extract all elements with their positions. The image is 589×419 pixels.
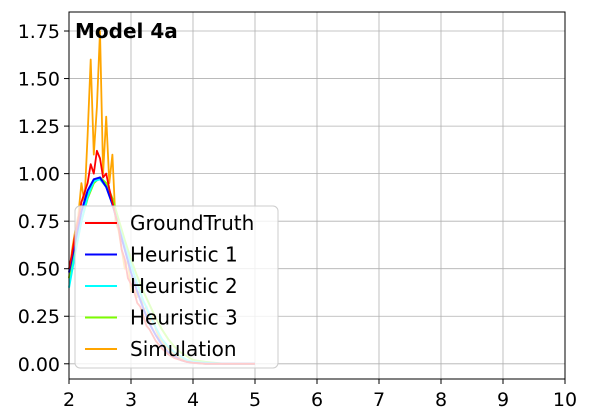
x-tick-label: 3 (125, 389, 137, 411)
y-axis: 0.00 0.25 0.50 0.75 1.00 1.25 1.50 1.75 (18, 21, 69, 376)
x-tick-label: 9 (497, 389, 509, 411)
y-tick-label: 0.50 (18, 259, 60, 281)
x-tick-label: 6 (311, 389, 323, 411)
y-tick-label: 1.25 (18, 116, 60, 138)
y-tick-label: 0.00 (18, 354, 60, 376)
legend-label: Heuristic 3 (130, 306, 238, 330)
legend-label: Simulation (130, 337, 237, 361)
y-tick-label: 1.50 (18, 69, 60, 91)
x-tick-label: 7 (373, 389, 385, 411)
y-tick-label: 1.75 (18, 21, 60, 43)
x-tick-label: 5 (249, 389, 261, 411)
x-tick-label: 4 (187, 389, 199, 411)
legend-label: GroundTruth (130, 211, 254, 235)
x-tick-label: 8 (435, 389, 447, 411)
legend-box (74, 205, 279, 369)
panel-title: Model 4a (75, 19, 178, 43)
legend-label: Heuristic 2 (130, 274, 238, 298)
y-tick-label: 0.25 (18, 306, 60, 328)
x-axis: 2 3 4 5 6 7 8 9 10 (63, 379, 577, 411)
x-tick-label: 2 (63, 389, 75, 411)
legend: GroundTruth Heuristic 1 Heuristic 2 Heurist… (74, 205, 279, 369)
y-tick-label: 1.00 (18, 164, 60, 186)
y-tick-label: 0.75 (18, 211, 60, 233)
x-tick-label: 10 (553, 389, 577, 411)
legend-label: Heuristic 1 (130, 243, 238, 267)
